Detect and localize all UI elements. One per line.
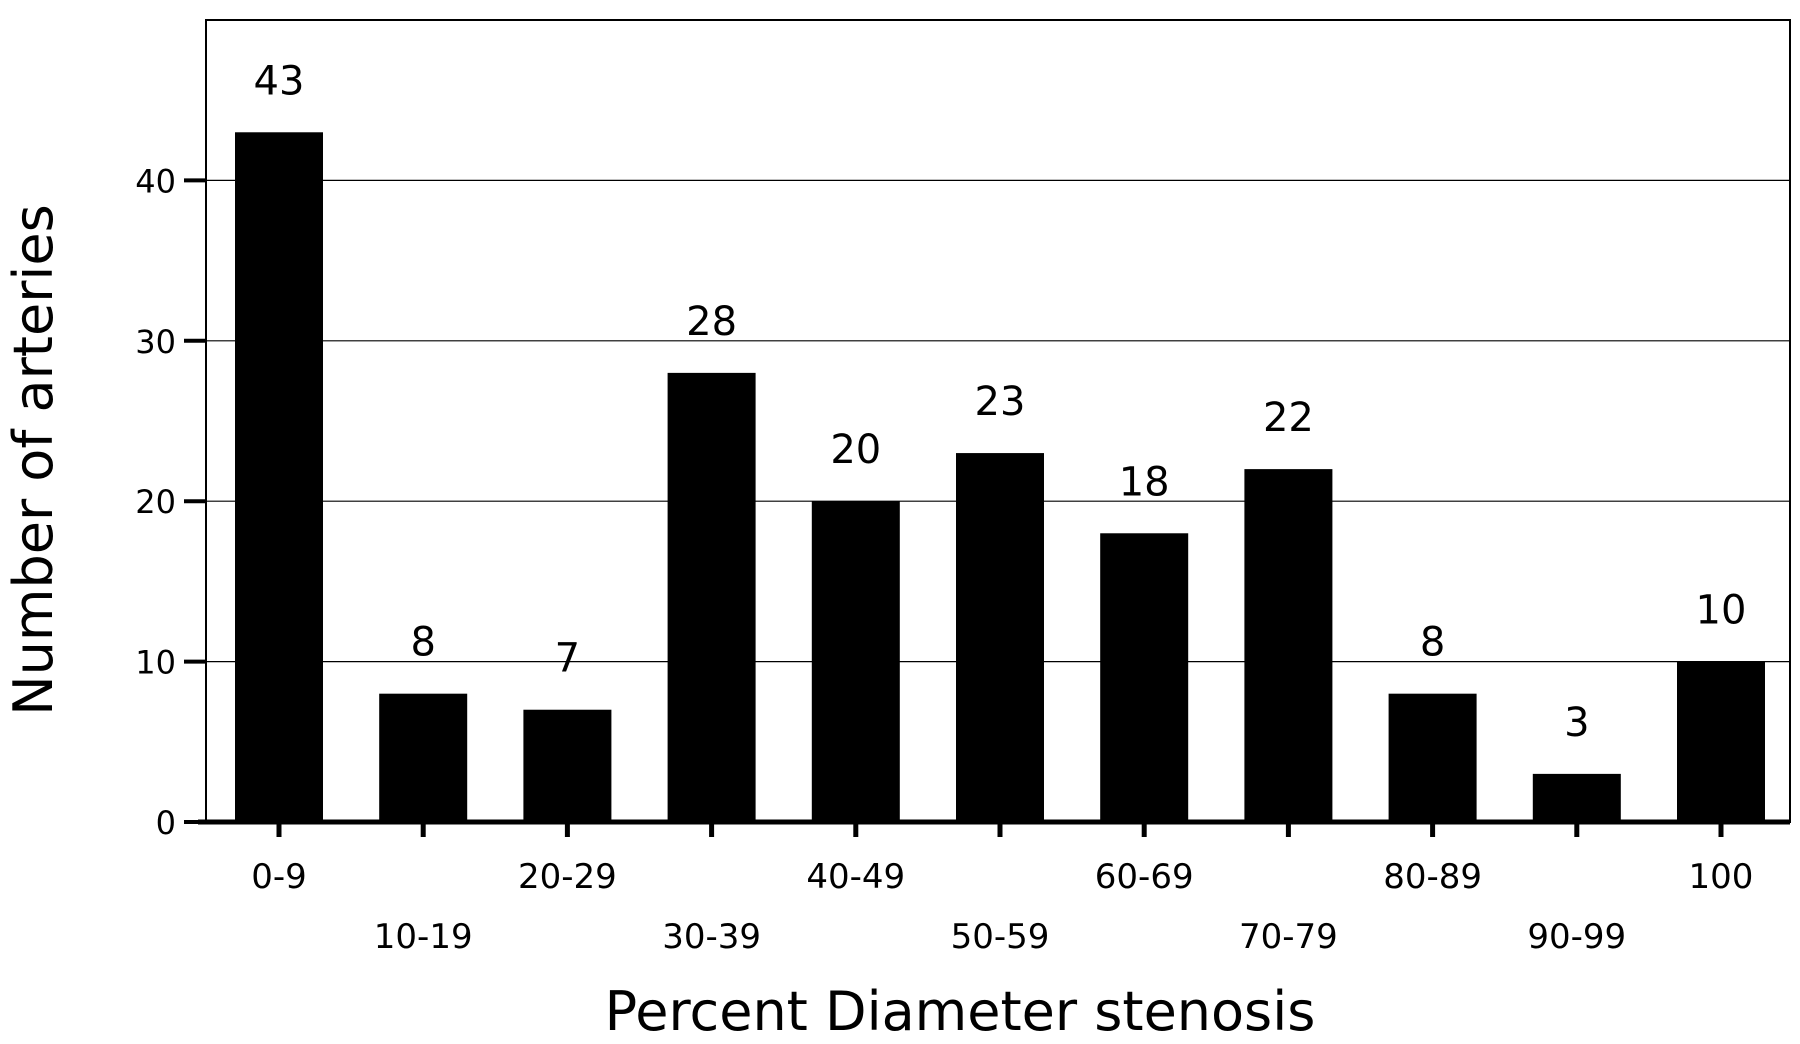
bar <box>1532 773 1621 822</box>
bar <box>379 693 468 822</box>
data-label: 18 <box>1119 459 1170 505</box>
bar <box>523 709 612 822</box>
y-axis-title: Number of arteries <box>2 204 65 716</box>
x-tick-label: 40-49 <box>806 857 905 897</box>
y-tick-labels: 0 10 20 30 40 <box>135 162 176 842</box>
data-label: 3 <box>1564 700 1589 746</box>
bar <box>235 132 323 822</box>
x-tick-label: 20-29 <box>518 857 617 897</box>
y-tick-label: 10 <box>135 644 176 682</box>
bar <box>1100 533 1189 822</box>
x-axis-title: Percent Diameter stenosis <box>605 980 1316 1040</box>
bar <box>956 453 1044 822</box>
data-label: 28 <box>686 299 737 345</box>
x-tick-label: 100 <box>1689 857 1754 897</box>
y-tick-label: 30 <box>135 323 176 361</box>
data-label: 8 <box>410 620 435 666</box>
x-tick-labels: 0-9 10-19 20-29 30-39 40-49 50-59 60-69 70-79 80… <box>251 857 1753 957</box>
axes <box>184 178 1790 837</box>
x-tick-label: 90-99 <box>1527 917 1626 957</box>
data-label: 8 <box>1420 620 1445 666</box>
bar <box>1388 693 1477 822</box>
data-label: 23 <box>975 379 1026 425</box>
data-label: 20 <box>830 427 881 473</box>
bar <box>1677 661 1765 822</box>
y-tick-label: 40 <box>135 162 176 200</box>
bar <box>667 372 756 822</box>
x-tick-label: 60-69 <box>1095 857 1194 897</box>
x-tick-label: 70-79 <box>1239 917 1338 957</box>
x-tick-label: 80-89 <box>1383 857 1482 897</box>
x-tick-label: 0-9 <box>251 857 307 897</box>
bar <box>811 501 900 822</box>
data-label: 43 <box>254 58 305 104</box>
y-tick-label: 0 <box>156 804 176 842</box>
x-tick-label: 10-19 <box>374 917 473 957</box>
x-tick-label: 50-59 <box>951 917 1050 957</box>
y-tick-label: 20 <box>135 483 176 521</box>
data-label: 10 <box>1696 588 1747 634</box>
data-label: 7 <box>555 636 580 682</box>
bars <box>235 132 1765 822</box>
data-labels: 43 8 7 28 20 23 18 22 8 3 10 <box>254 58 1747 746</box>
data-label: 22 <box>1263 395 1314 441</box>
x-tick-label: 30-39 <box>662 917 761 957</box>
bar <box>1244 469 1333 822</box>
